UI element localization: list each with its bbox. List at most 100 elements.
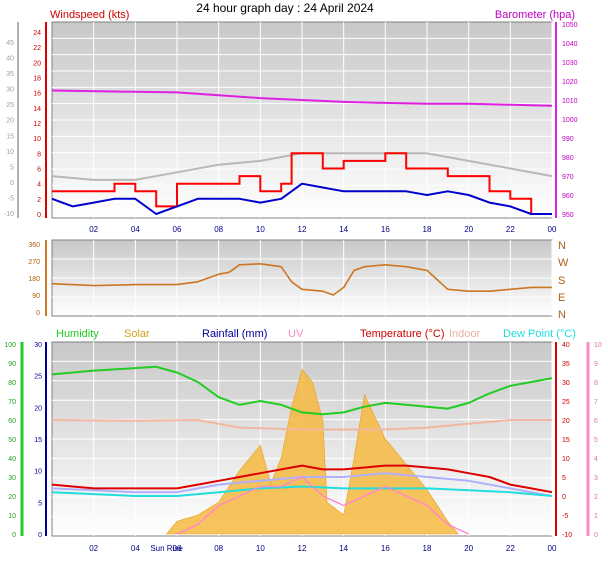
- wind-x-tick-label: 16: [381, 225, 390, 234]
- temperature-line: [51, 464, 553, 494]
- uv-tick-label: 0: [594, 532, 598, 539]
- uv-tick-label: 3: [594, 475, 598, 482]
- direction-line: [51, 262, 552, 296]
- humidity-tick-label: 20: [8, 494, 16, 501]
- direction-tick-label: 360: [28, 242, 40, 249]
- wind-tick-label: 6: [37, 167, 41, 174]
- wind-tick-label: 16: [33, 91, 41, 98]
- sunrise-label: Sun Rise: [150, 544, 183, 553]
- wind-tick-label: 18: [33, 76, 41, 83]
- temp-x-tick-label: 22: [506, 544, 515, 553]
- temp-x-tick-label: 20: [464, 544, 473, 553]
- rain-legend-label: Rainfall (mm): [202, 328, 267, 340]
- barometer-line: [51, 89, 553, 107]
- indoor-line: [51, 419, 552, 431]
- wind-tick-label: 20: [33, 60, 41, 67]
- wind-outer-tick-label: 40: [6, 56, 14, 63]
- wind-tick-label: 22: [33, 45, 41, 52]
- temp-x-tick-label: 10: [256, 544, 265, 553]
- rain-tick-label: 25: [34, 374, 42, 381]
- humidity-tick-label: 50: [8, 437, 16, 444]
- wind-x-tick-label: 18: [423, 225, 432, 234]
- direction-compass-label: N: [558, 309, 566, 321]
- wind-average-line: [51, 182, 552, 215]
- wind-outer-tick-label: 15: [6, 133, 14, 140]
- temp-x-tick-label: 00: [548, 544, 557, 553]
- direction-compass-label: S: [558, 275, 565, 287]
- temp-x-tick-label: 14: [339, 544, 348, 553]
- uv-tick-label: 1: [594, 513, 598, 520]
- wind-tick-label: 8: [37, 151, 41, 158]
- dewpoint-legend-label: Dew Point (°C): [503, 328, 576, 340]
- humidity-tick-label: 90: [8, 361, 16, 368]
- baro-legend-label: Barometer (hpa): [495, 9, 575, 21]
- wind-gust-line: [52, 152, 552, 215]
- baro-tick-label: 970: [562, 174, 574, 181]
- uv-tick-label: 7: [594, 399, 598, 406]
- temp-x-tick-label: 02: [89, 544, 98, 553]
- uv-tick-label: 4: [594, 456, 598, 463]
- rain-tick-label: 20: [34, 405, 42, 412]
- wind-outer-tick-label: -5: [8, 195, 14, 202]
- temp-x-tick-label: 04: [131, 544, 140, 553]
- baro-tick-label: 960: [562, 193, 574, 200]
- rain-tick-label: 10: [34, 469, 42, 476]
- temp-tick-label: 35: [562, 361, 570, 368]
- page-title: 24 hour graph day : 24 April 2024: [196, 1, 374, 15]
- humidity-tick-label: 0: [12, 532, 16, 539]
- wind-tick-label: 2: [37, 197, 41, 204]
- temp-x-tick-label: 18: [423, 544, 432, 553]
- humidity-tick-label: 100: [4, 342, 16, 349]
- humidity-tick-label: 80: [8, 380, 16, 387]
- solar-legend-label: Solar: [124, 328, 150, 340]
- indoor-legend-label: Indoor: [449, 328, 481, 340]
- temp-x-tick-label: 06: [173, 544, 182, 553]
- baro-tick-label: 950: [562, 212, 574, 219]
- temp-x-tick-label: 12: [298, 544, 307, 553]
- wind-tick-label: 10: [33, 136, 41, 143]
- temp-tick-label: -5: [562, 513, 568, 520]
- wind-outer-tick-label: 10: [6, 149, 14, 156]
- baro-tick-label: 1030: [562, 60, 578, 67]
- baro-tick-label: 1040: [562, 41, 578, 48]
- uv-tick-label: 5: [594, 437, 598, 444]
- wind-x-tick-label: 06: [173, 225, 182, 234]
- dewpoint-line: [51, 485, 553, 497]
- temp-tick-label: 30: [562, 380, 570, 387]
- temp-x-tick-label: 08: [214, 544, 223, 553]
- humidity-line: [51, 365, 553, 416]
- direction-tick-label: 90: [32, 293, 40, 300]
- uv-tick-label: 10: [594, 342, 602, 349]
- wind-x-tick-label: 12: [298, 225, 307, 234]
- direction-compass-label: W: [558, 257, 569, 269]
- wind-x-tick-label: 08: [214, 225, 223, 234]
- humidity-tick-label: 10: [8, 513, 16, 520]
- direction-tick-label: 270: [28, 259, 40, 266]
- temp-tick-label: 40: [562, 342, 570, 349]
- rain-tick-label: 30: [34, 342, 42, 349]
- wind-outer-tick-label: 25: [6, 102, 14, 109]
- apparent-line: [51, 472, 553, 497]
- wind-x-tick-label: 14: [339, 225, 348, 234]
- uv-tick-label: 8: [594, 380, 598, 387]
- wind-x-tick-label: 04: [131, 225, 140, 234]
- humidity-tick-label: 30: [8, 475, 16, 482]
- humidity-tick-label: 40: [8, 456, 16, 463]
- uv-legend-label: UV: [288, 328, 304, 340]
- temp-tick-label: -10: [562, 532, 572, 539]
- uv-tick-label: 9: [594, 361, 598, 368]
- wind-outer-tick-label: 0: [10, 180, 14, 187]
- direction-compass-label: E: [558, 292, 565, 304]
- uv-tick-label: 2: [594, 494, 598, 501]
- direction-compass-label: N: [558, 240, 566, 252]
- temp-x-tick-label: 16: [381, 544, 390, 553]
- humidity-legend-label: Humidity: [56, 328, 99, 340]
- humidity-tick-label: 60: [8, 418, 16, 425]
- temp-tick-label: 5: [562, 475, 566, 482]
- wind-outer-tick-label: 20: [6, 118, 14, 125]
- rain-tick-label: 15: [34, 437, 42, 444]
- uv-line: [176, 476, 470, 535]
- wind-tick-label: 4: [37, 182, 41, 189]
- rain-tick-label: 0: [38, 532, 42, 539]
